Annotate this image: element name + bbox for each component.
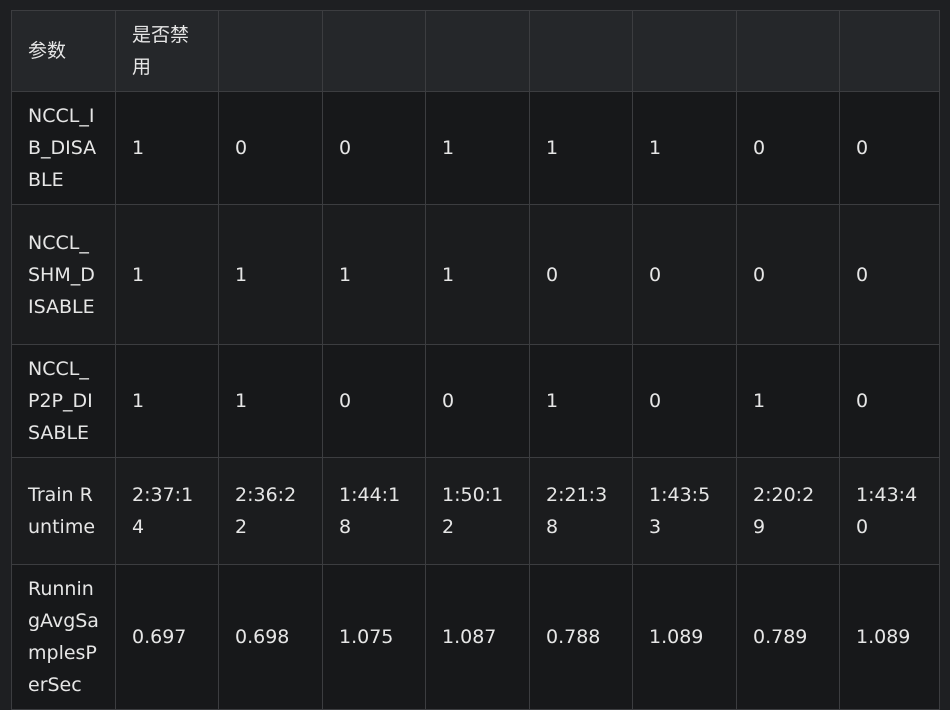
table-cell: 1	[529, 91, 633, 205]
header-cell	[218, 10, 323, 92]
table-row-running-avg-samples: RunningAvgSamplesPerSec 0.697 0.698 1.07…	[11, 564, 940, 710]
table-cell: 0	[322, 91, 426, 205]
table-cell: 0	[736, 91, 840, 205]
table-cell: 2:20:29	[736, 457, 840, 565]
row-label: NCCL_SHM_DISABLE	[11, 204, 116, 345]
table-cell: 0.698	[218, 564, 323, 710]
header-cell-param: 参数	[11, 10, 116, 92]
table-cell: 2:21:38	[529, 457, 633, 565]
header-cell	[529, 10, 633, 92]
results-table-container: 参数 是否禁用 NCCL_IB_DISABLE 1 0 0 1 1 1 0 0 …	[11, 10, 940, 710]
table-cell: 0	[736, 204, 840, 345]
results-table: 参数 是否禁用 NCCL_IB_DISABLE 1 0 0 1 1 1 0 0 …	[11, 10, 940, 710]
table-cell: 1.089	[632, 564, 737, 710]
table-cell: 1	[218, 344, 323, 458]
table-cell: 1	[115, 91, 219, 205]
table-cell: 0.789	[736, 564, 840, 710]
header-row: 参数 是否禁用	[11, 10, 940, 92]
table-cell: 0	[839, 91, 940, 205]
table-cell: 1	[115, 204, 219, 345]
table-cell: 1.075	[322, 564, 426, 710]
table-cell: 0.788	[529, 564, 633, 710]
table-cell: 1:43:53	[632, 457, 737, 565]
table-cell: 1	[322, 204, 426, 345]
row-label: NCCL_P2P_DISABLE	[11, 344, 116, 458]
table-cell: 1	[425, 91, 530, 205]
table-cell: 0	[218, 91, 323, 205]
table-cell: 0	[529, 204, 633, 345]
header-cell-disabled: 是否禁用	[115, 10, 219, 92]
table-cell: 1:43:40	[839, 457, 940, 565]
header-cell	[425, 10, 530, 92]
table-cell: 1	[736, 344, 840, 458]
table-row-nccl-p2p-disable: NCCL_P2P_DISABLE 1 1 0 0 1 0 1 0	[11, 344, 940, 458]
table-cell: 1:50:12	[425, 457, 530, 565]
table-row-train-runtime: Train Runtime 2:37:14 2:36:22 1:44:18 1:…	[11, 457, 940, 565]
table-cell: 0	[425, 344, 530, 458]
table-cell: 1.089	[839, 564, 940, 710]
table-cell: 2:36:22	[218, 457, 323, 565]
table-row-nccl-shm-disable: NCCL_SHM_DISABLE 1 1 1 1 0 0 0 0	[11, 204, 940, 345]
row-label: Train Runtime	[11, 457, 116, 565]
table-cell: 1	[425, 204, 530, 345]
table-cell: 0	[632, 344, 737, 458]
table-cell: 2:37:14	[115, 457, 219, 565]
row-label: RunningAvgSamplesPerSec	[11, 564, 116, 710]
row-label: NCCL_IB_DISABLE	[11, 91, 116, 205]
header-cell	[322, 10, 426, 92]
table-cell: 0	[632, 204, 737, 345]
table-cell: 0	[839, 204, 940, 345]
table-row-nccl-ib-disable: NCCL_IB_DISABLE 1 0 0 1 1 1 0 0	[11, 91, 940, 205]
table-cell: 1:44:18	[322, 457, 426, 565]
table-cell: 1	[115, 344, 219, 458]
header-cell	[736, 10, 840, 92]
header-cell	[632, 10, 737, 92]
table-cell: 0	[322, 344, 426, 458]
table-cell: 1	[218, 204, 323, 345]
table-cell: 1.087	[425, 564, 530, 710]
table-cell: 1	[529, 344, 633, 458]
table-cell: 0	[839, 344, 940, 458]
table-cell: 0.697	[115, 564, 219, 710]
table-cell: 1	[632, 91, 737, 205]
header-cell	[839, 10, 940, 92]
